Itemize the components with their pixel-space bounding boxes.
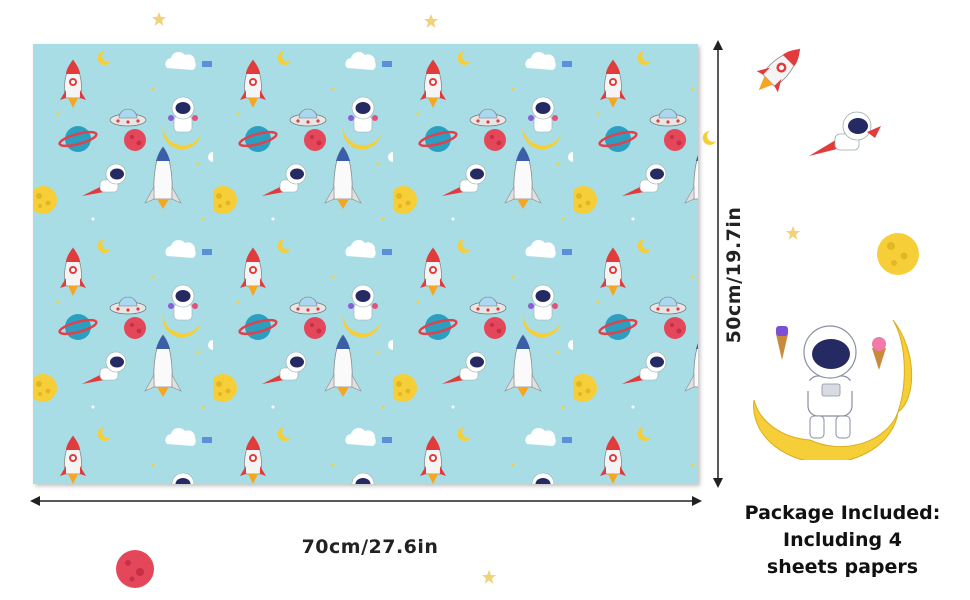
moon-icon (877, 233, 919, 275)
astronaut-on-moon-icon (753, 319, 913, 460)
height-dimension-label: 50cm/19.7in (723, 206, 745, 344)
star-icon (482, 570, 496, 584)
flying-astronaut-icon (809, 111, 881, 156)
planet-icon (116, 550, 154, 588)
package-info: Package Included: Including 4 sheets pap… (735, 500, 950, 581)
rocket-icon (756, 48, 801, 93)
star-icon (424, 14, 438, 28)
width-dimension-label: 70cm/27.6in (301, 536, 439, 558)
package-line-3: sheets papers (766, 556, 919, 578)
star-icon (152, 12, 166, 26)
wrapping-paper-sheet (33, 44, 698, 484)
moon-icon (702, 130, 716, 145)
height-dimension-arrow (713, 40, 723, 488)
star-icon (786, 226, 800, 240)
package-line-2: Including 4 (783, 529, 902, 551)
package-line-1: Package Included: (744, 502, 941, 524)
width-dimension-arrow (30, 496, 702, 506)
